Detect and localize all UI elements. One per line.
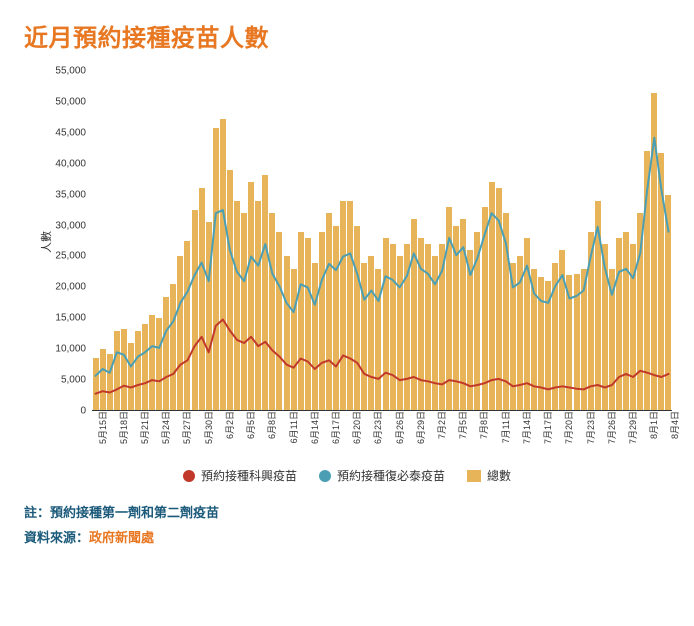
y-tick: 0 — [80, 406, 92, 417]
source-label: 資料來源： — [24, 530, 89, 545]
legend-label: 預約接種科興疫苗 — [201, 467, 297, 484]
x-tick: 7月8日 — [475, 411, 490, 439]
x-tick: 5月27日 — [178, 411, 193, 444]
x-tick: 7月23日 — [582, 411, 597, 444]
x-tick: 6月5日 — [242, 411, 257, 439]
line-overlay — [92, 71, 672, 411]
x-tick: 6月17日 — [327, 411, 342, 444]
x-tick: 5月21日 — [136, 411, 151, 444]
page: 近月預約接種疫苗人數 人數 05,00010,00015,00020,00025… — [0, 0, 694, 626]
y-tick: 50,000 — [55, 96, 92, 107]
chart-plot-area: 人數 05,00010,00015,00020,00025,00030,0003… — [92, 71, 672, 411]
footnote: 註：預約接種第一劑和第二劑疫苗 資料來源：政府新聞處 — [24, 502, 670, 546]
y-tick: 55,000 — [55, 66, 92, 77]
x-tick: 5月24日 — [157, 411, 172, 444]
legend: 預約接種科興疫苗 預約接種復必泰疫苗 總數 — [24, 467, 670, 484]
legend-label: 預約接種復必泰疫苗 — [337, 467, 445, 484]
x-tick: 7月26日 — [603, 411, 618, 444]
x-tick: 8月1日 — [645, 411, 660, 439]
series-line — [96, 138, 669, 376]
legend-swatch — [319, 470, 331, 482]
series-line — [96, 320, 669, 394]
x-tick: 7月14日 — [518, 411, 533, 444]
x-tick: 6月26日 — [391, 411, 406, 444]
x-tick: 6月23日 — [369, 411, 384, 444]
x-tick: 8月4日 — [666, 411, 681, 439]
x-tick: 6月11日 — [285, 411, 300, 443]
x-tick: 6月2日 — [221, 411, 236, 439]
y-tick: 45,000 — [55, 127, 92, 138]
x-tick: 7月20日 — [560, 411, 575, 444]
x-tick: 5月30日 — [200, 411, 215, 444]
y-tick: 10,000 — [55, 344, 92, 355]
x-tick: 7月2日 — [433, 411, 448, 439]
chart-title: 近月預約接種疫苗人數 — [24, 18, 670, 53]
y-tick: 35,000 — [55, 189, 92, 200]
x-tick: 7月5日 — [454, 411, 469, 439]
y-axis-label: 人數 — [38, 231, 54, 253]
legend-item: 總數 — [467, 467, 511, 484]
x-tick: 7月17日 — [539, 411, 554, 444]
x-tick: 5月18日 — [115, 411, 130, 444]
x-tick: 6月29日 — [412, 411, 427, 444]
chart-container: 人數 05,00010,00015,00020,00025,00030,0003… — [24, 71, 670, 411]
y-tick: 20,000 — [55, 282, 92, 293]
x-tick: 6月20日 — [348, 411, 363, 444]
footnote-source: 資料來源：政府新聞處 — [24, 527, 670, 546]
x-tick: 7月29日 — [624, 411, 639, 444]
legend-item: 預約接種復必泰疫苗 — [319, 467, 445, 484]
y-tick: 30,000 — [55, 220, 92, 231]
source-value: 政府新聞處 — [89, 530, 154, 545]
legend-swatch — [183, 470, 195, 482]
x-tick: 7月11日 — [497, 411, 512, 443]
x-tick: 6月14日 — [306, 411, 321, 444]
x-tick: 6月8日 — [263, 411, 278, 439]
y-tick: 15,000 — [55, 313, 92, 324]
y-tick: 40,000 — [55, 158, 92, 169]
y-tick: 25,000 — [55, 251, 92, 262]
y-tick: 5,000 — [61, 375, 92, 386]
legend-swatch — [467, 470, 481, 482]
legend-item: 預約接種科興疫苗 — [183, 467, 297, 484]
legend-label: 總數 — [487, 467, 511, 484]
footnote-note: 註：預約接種第一劑和第二劑疫苗 — [24, 502, 670, 521]
x-tick: 5月15日 — [94, 411, 109, 444]
